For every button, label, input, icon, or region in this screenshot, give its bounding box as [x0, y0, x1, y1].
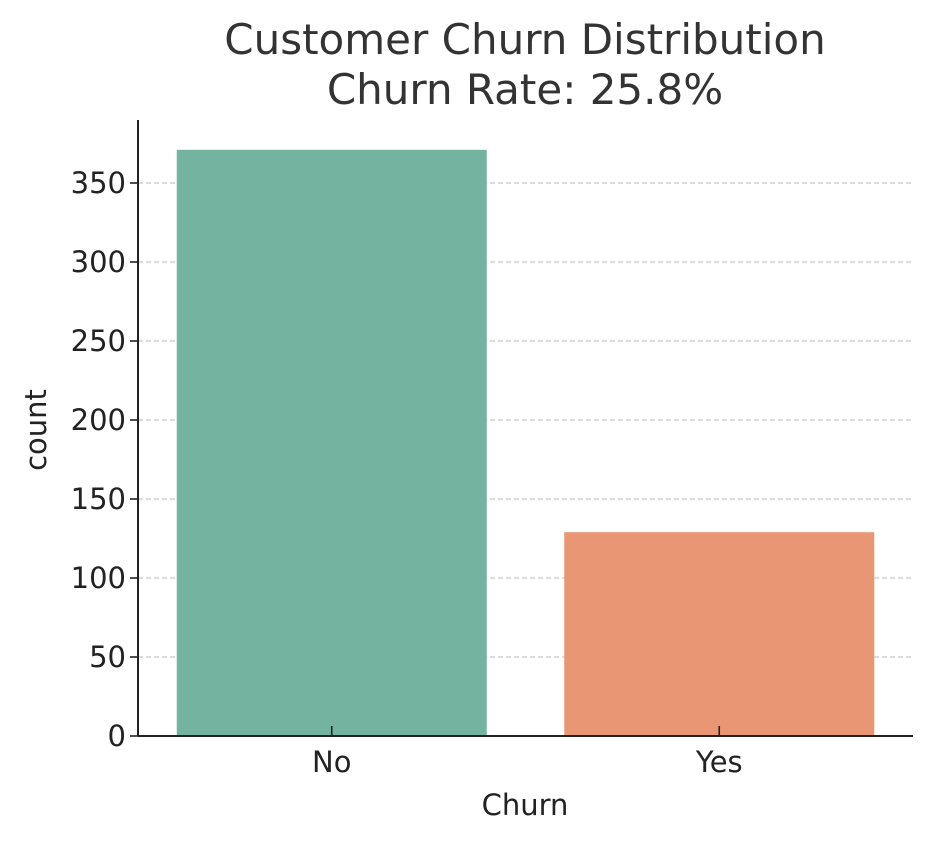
y-tick-label-150: 150	[71, 482, 126, 516]
y-tick-label-100: 100	[71, 561, 126, 595]
x-axis-label: Churn	[482, 788, 569, 822]
chart-subtitle: Churn Rate: 25.8%	[327, 65, 723, 114]
x-tick-label-yes: Yes	[695, 745, 743, 779]
x-tick-labels: No Yes	[312, 745, 743, 779]
y-tick-label-0: 0	[108, 719, 126, 753]
y-tick-label-250: 250	[71, 324, 126, 358]
y-tick-label-50: 50	[89, 640, 126, 674]
y-tick-label-300: 300	[71, 245, 126, 279]
y-axis-label: count	[19, 389, 53, 471]
axes	[130, 120, 913, 737]
y-tick-label-200: 200	[71, 403, 126, 437]
bar-no	[176, 149, 487, 736]
bars	[176, 149, 875, 736]
y-tick-label-350: 350	[71, 166, 126, 200]
y-tick-labels: 0 50 100 150 200 250 300 350	[71, 166, 126, 753]
x-tick-label-no: No	[312, 745, 351, 779]
bar-yes	[564, 532, 875, 736]
chart-title: Customer Churn Distribution	[224, 15, 825, 64]
